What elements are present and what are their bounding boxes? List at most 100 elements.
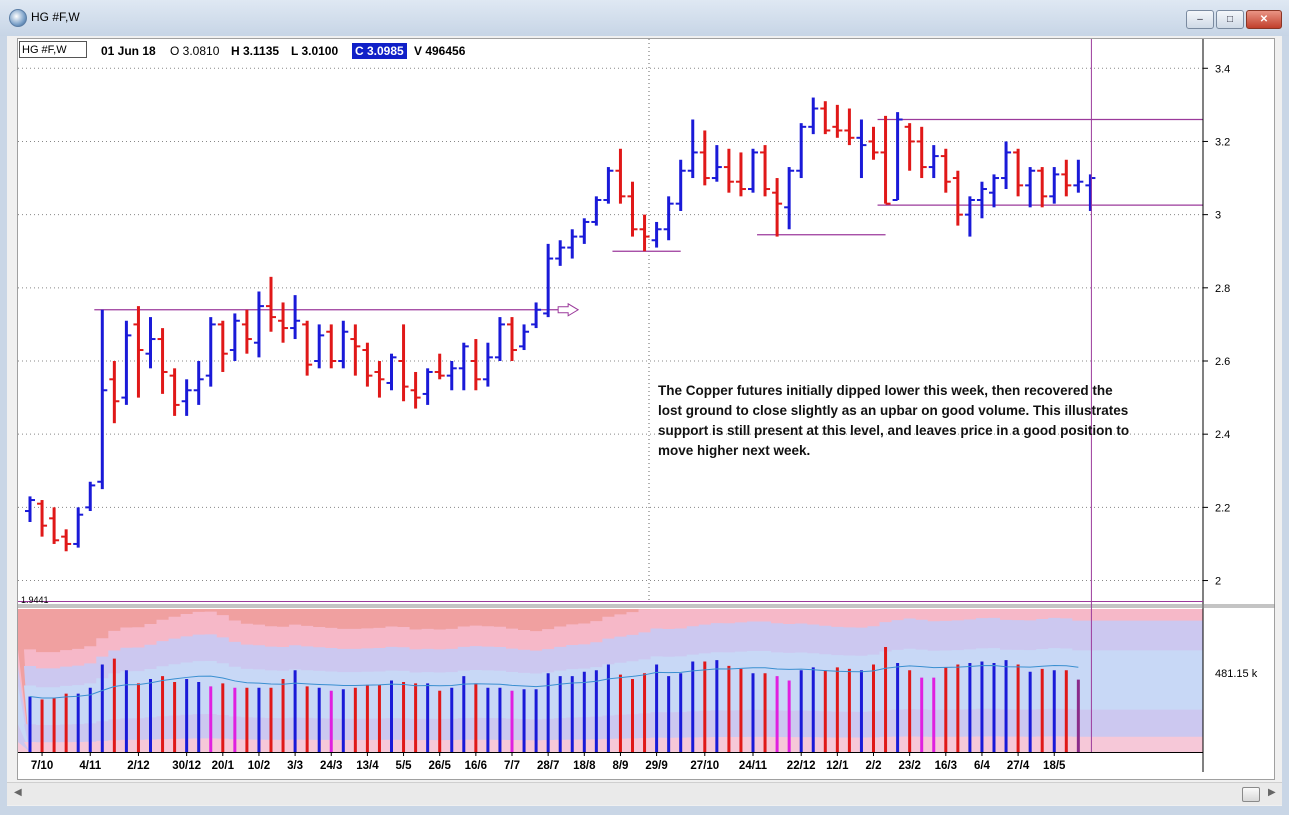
date-tick-label: 27/10	[690, 760, 719, 772]
price-bar	[989, 174, 999, 208]
price-bar	[398, 324, 409, 402]
price-bar	[856, 119, 867, 179]
volume-bands	[18, 609, 1203, 752]
price-bar	[567, 229, 578, 259]
price-bar	[37, 500, 48, 537]
price-bar	[916, 126, 927, 179]
close-value: C 3.0985	[352, 43, 407, 59]
axes	[18, 39, 1275, 772]
price-bar	[386, 353, 397, 391]
price-axis-ticks: 2 2.2 2.4 2.6 2.8 3 3.2 3.4	[1203, 63, 1230, 588]
price-bar	[229, 313, 240, 362]
date-tick-label: 3/3	[287, 760, 303, 772]
price-bar	[169, 368, 180, 416]
price-bar	[49, 507, 60, 544]
price-bar	[832, 104, 843, 138]
price-bar	[121, 320, 132, 405]
price-bar	[651, 221, 662, 248]
maximize-button[interactable]: □	[1216, 10, 1244, 29]
price-bar	[940, 148, 951, 193]
date-tick-label: 16/6	[465, 760, 487, 772]
price-bar	[964, 196, 975, 237]
date-tick-label: 18/5	[1043, 760, 1066, 772]
price-bar	[338, 320, 349, 369]
price-bar	[675, 159, 686, 211]
price-bar	[507, 317, 517, 362]
price-bar	[723, 148, 734, 193]
price-bar	[145, 317, 156, 369]
volume-ma-line	[29, 664, 1079, 699]
price-bar	[241, 309, 252, 354]
price-bar	[494, 317, 505, 362]
commentary-text: The Copper futures initially dipped lowe…	[658, 383, 1130, 458]
price-bar	[410, 371, 421, 409]
scroll-left-icon[interactable]: ◀	[14, 787, 22, 798]
price-bar	[85, 481, 96, 512]
price-bar	[434, 353, 445, 380]
price-bar	[314, 324, 325, 369]
price-tick-label: 2.2	[1215, 502, 1230, 514]
scroll-right-icon[interactable]: ▶	[1268, 787, 1276, 798]
price-bar	[266, 276, 276, 332]
date-tick-label: 10/2	[248, 760, 270, 772]
price-bar	[217, 320, 228, 372]
price-bar	[663, 196, 674, 241]
price-bar	[591, 196, 602, 226]
scrollbar-thumb[interactable]	[1242, 787, 1260, 802]
price-bar	[1001, 141, 1012, 190]
window-titlebar: HG #F,W – □ ✕	[0, 0, 1289, 36]
price-bar	[687, 119, 698, 179]
price-bar	[928, 145, 939, 179]
volume-bars	[28, 646, 1080, 752]
price-bar	[796, 123, 807, 179]
price-bar	[579, 218, 590, 244]
volume-axis-label: 481.15 k	[1215, 668, 1258, 680]
date-tick-label: 24/3	[320, 760, 342, 772]
price-bar	[73, 507, 84, 548]
close-button[interactable]: ✕	[1246, 10, 1282, 29]
app-icon	[9, 9, 27, 27]
date-tick-label: 13/4	[356, 760, 379, 772]
open-value: O 3.0810	[170, 44, 220, 58]
date-tick-label: 6/4	[974, 760, 991, 772]
date-tick-label: 29/9	[645, 760, 667, 772]
price-bar	[181, 379, 192, 416]
price-bar	[543, 243, 554, 318]
price-bar	[253, 291, 264, 358]
date-tick-label: 5/5	[396, 760, 413, 772]
low-value: L 3.0100	[291, 44, 339, 58]
price-bar	[350, 324, 361, 376]
price-bar	[109, 361, 120, 424]
price-bar	[976, 181, 987, 219]
minimize-button[interactable]: –	[1186, 10, 1214, 29]
date-tick-label: 20/1	[212, 760, 235, 772]
support-resistance-lines	[94, 118, 1203, 317]
price-bar	[446, 361, 457, 391]
price-bar	[699, 130, 710, 186]
price-bar	[157, 328, 168, 394]
price-bar	[205, 317, 216, 387]
price-bar	[1061, 159, 1072, 197]
price-bar	[302, 320, 313, 376]
price-bar	[603, 167, 614, 204]
price-bar	[711, 145, 722, 182]
price-tick-label: 2	[1215, 576, 1221, 588]
date-tick-label: 12/1	[826, 760, 849, 772]
date-axis-ticks: 7/10 4/11 2/12 30/12 20/1 10/2 3/3 24/3 13/4 5/5 2…	[31, 752, 1066, 772]
window-title: HG #F,W	[31, 10, 80, 24]
price-bar	[1049, 167, 1060, 204]
date-tick-label: 22/12	[787, 760, 816, 772]
date-tick-label: 7/10	[31, 760, 53, 772]
price-bar	[482, 342, 493, 387]
price-tick-label: 2.4	[1215, 429, 1230, 441]
price-bar	[470, 339, 481, 391]
horizontal-scrollbar[interactable]: ◀ ▶	[7, 782, 1282, 805]
panel-low-label: 1.9441	[21, 595, 49, 605]
symbol-field[interactable]: HG #F,W	[19, 41, 87, 58]
price-bar	[326, 324, 337, 369]
price-bar	[362, 342, 373, 387]
price-bar	[952, 170, 963, 226]
price-bar	[784, 167, 795, 230]
price-bar	[760, 145, 771, 197]
